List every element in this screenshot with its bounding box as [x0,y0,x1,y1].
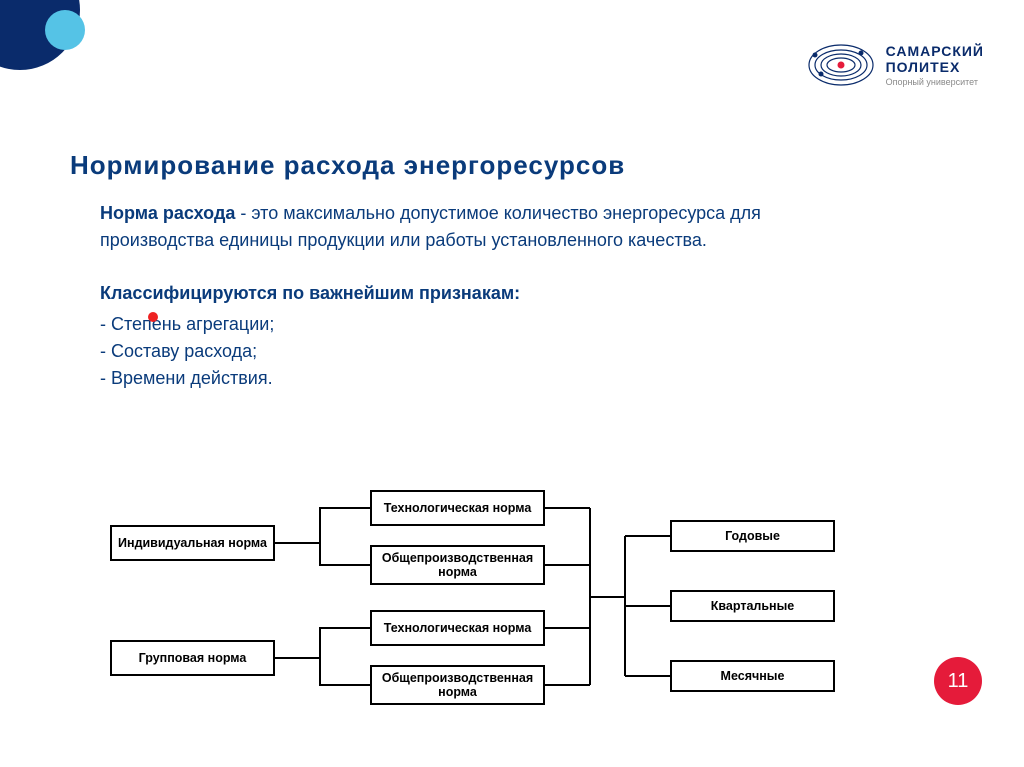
page-number-badge: 11 [934,657,982,705]
cursor-pointer-icon [148,312,158,322]
logo-text-line2: ПОЛИТЕХ [886,59,984,75]
logo-icon [806,30,876,100]
classify-heading: Классифицируются по важнейшим признакам: [100,280,820,307]
decoration-circle-small [45,10,85,50]
logo-text-line1: САМАРСКИЙ [886,43,984,59]
list-item: Времени действия. [100,365,820,392]
intro-paragraph: Норма расхода - это максимально допустим… [100,200,820,254]
intro-lead: Норма расхода [100,203,235,223]
diagram-box-prod1: Общепроизводственная норма [370,545,545,585]
classification-diagram: Индивидуальная норма Групповая норма Техно… [110,490,930,720]
diagram-box-grp: Групповая норма [110,640,275,676]
logo: САМАРСКИЙ ПОЛИТЕХ Опорный университет [806,30,984,100]
list-item: Степень агрегации; [100,311,820,338]
classify-list: Степень агрегации; Составу расхода; Врем… [100,311,820,392]
diagram-box-tech2: Технологическая норма [370,610,545,646]
diagram-box-tech1: Технологическая норма [370,490,545,526]
slide-title: Нормирование расхода энергоресурсов [70,150,625,181]
content-block: Норма расхода - это максимально допустим… [100,200,820,392]
list-item: Составу расхода; [100,338,820,365]
diagram-box-quart: Квартальные [670,590,835,622]
diagram-box-year: Годовые [670,520,835,552]
diagram-box-ind: Индивидуальная норма [110,525,275,561]
page-number: 11 [948,670,969,693]
diagram-box-prod2: Общепроизводственная норма [370,665,545,705]
logo-subtitle: Опорный университет [886,77,984,87]
diagram-box-month: Месячные [670,660,835,692]
